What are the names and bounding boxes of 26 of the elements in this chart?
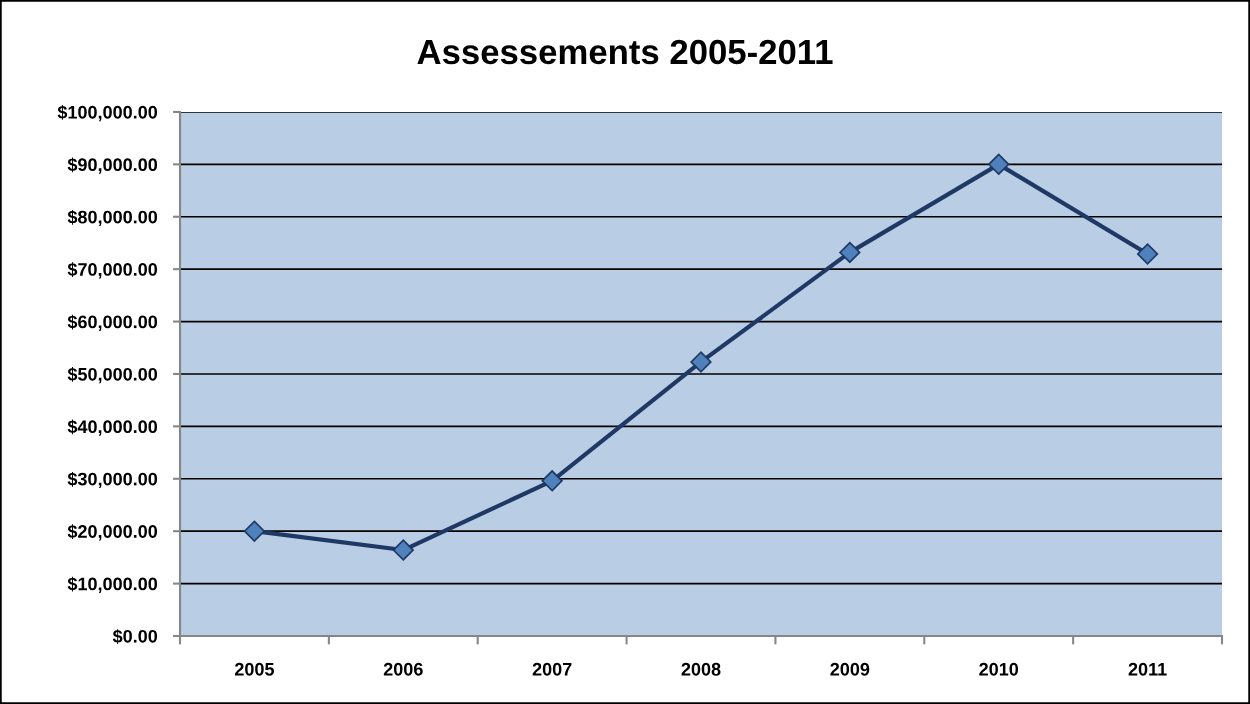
y-tick-label: $40,000.00: [67, 419, 158, 436]
y-tick-label: $20,000.00: [67, 524, 158, 541]
y-tick-label: $100,000.00: [57, 105, 158, 122]
x-tick-label: 2005: [234, 662, 275, 676]
y-tick-label: $90,000.00: [67, 157, 158, 174]
point: [988, 153, 1010, 175]
x-tick-label: 2011: [1128, 662, 1167, 676]
x-tick-label: 2006: [383, 662, 423, 676]
x-tick-label: 2009: [830, 662, 870, 676]
x-tick-label: 2008: [681, 662, 721, 676]
point: [839, 241, 861, 264]
y-tick-label: $50,000.00: [67, 367, 158, 384]
x-tick-label: 2010: [979, 662, 1019, 676]
chart-title: Assessements 2005-2011: [417, 39, 833, 65]
y-tick-label: $10,000.00: [67, 576, 158, 593]
point: [243, 520, 266, 542]
point: [1136, 243, 1159, 265]
y-tick-label: $80,000.00: [67, 209, 158, 227]
point: [392, 539, 414, 561]
y-tick-label: $70,000.00: [67, 262, 158, 279]
y-tick-label: $60,000.00: [67, 314, 158, 331]
point: [541, 470, 563, 492]
y-tick-label: $0.00: [112, 629, 158, 644]
point: [690, 351, 712, 373]
y-tick-label: $30,000.00: [67, 471, 158, 489]
x-tick-label: 2007: [532, 662, 572, 676]
